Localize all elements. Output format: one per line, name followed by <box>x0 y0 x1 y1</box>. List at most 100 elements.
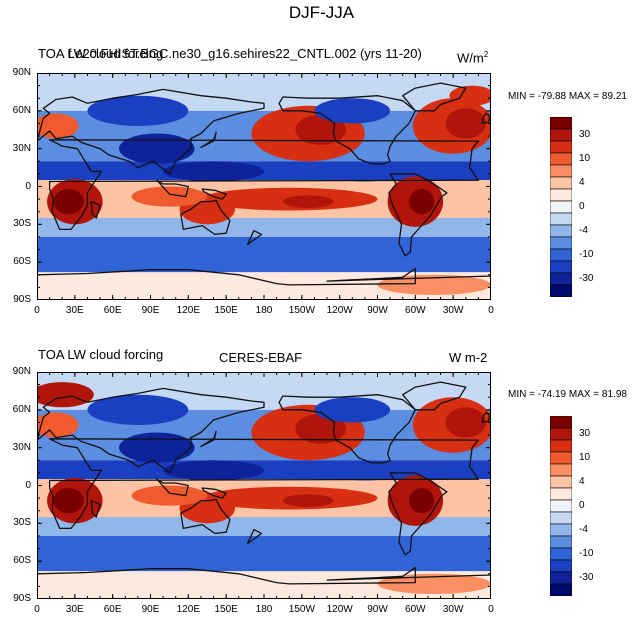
x-tick-label: 150E <box>214 305 238 316</box>
y-tick-label: 90S <box>13 294 31 305</box>
colorbar-label: 30 <box>579 129 591 140</box>
x-tick-label: 30W <box>442 305 464 316</box>
madagascar-outline <box>90 499 101 518</box>
colorbar-label: 0 <box>579 500 585 511</box>
colorbar-swatch <box>550 188 572 202</box>
y-tick-label: 30N <box>12 441 31 453</box>
colorbar-swatch <box>550 439 572 453</box>
y-tick-label: 30S <box>13 517 31 529</box>
colorbar-swatch <box>550 583 572 596</box>
colorbar-label: -30 <box>579 273 594 284</box>
colorbar-swatch <box>550 547 572 561</box>
panel1-colorbar <box>550 117 572 297</box>
asian-monsoon-cool-blob <box>163 460 264 481</box>
y-tick-label: 60N <box>12 403 31 415</box>
x-tick-label: 90W <box>367 604 388 615</box>
x-tick-label: 60E <box>103 305 122 316</box>
australia-outline <box>180 199 231 236</box>
y-tick-label: 90N <box>12 366 31 377</box>
japan-outline <box>200 131 217 149</box>
panel2-left-title: TOA LW cloud forcing <box>38 347 164 362</box>
x-tick-label: 180 <box>255 305 273 316</box>
nordic-warm-blob <box>449 85 491 106</box>
x-tick-label: 0 <box>488 305 494 316</box>
southern-ocean-band <box>37 236 491 273</box>
x-tick-label: 30W <box>442 604 464 615</box>
x-tick-label: 30E <box>65 604 84 615</box>
panel2-colorbar <box>550 416 572 596</box>
x-tick-label: 90E <box>141 305 160 316</box>
new-zealand-outline <box>246 528 263 545</box>
colorbar-swatch <box>550 475 572 489</box>
southern-ocean-band <box>37 535 491 572</box>
sh-subtropic-band <box>37 218 491 237</box>
north-america-outline <box>278 394 416 464</box>
new-guinea-outline <box>201 487 227 499</box>
x-tick-label: 60E <box>103 604 122 615</box>
colorbar-swatch <box>550 511 572 525</box>
indonesia-outline <box>156 478 189 497</box>
colorbar-swatch <box>550 535 572 549</box>
japan-outline <box>200 430 217 448</box>
antarctic-warm-blob <box>377 274 491 295</box>
panel1-minmax: MIN = -79.88 MAX = 89.21 <box>508 91 627 102</box>
south-america-core-blob <box>409 488 435 514</box>
south-america-outline <box>388 173 448 257</box>
central-america-cool-blob <box>327 161 403 182</box>
spcz-core-blob <box>282 195 334 208</box>
colorbar-swatch <box>550 463 572 477</box>
figure-title: DJF-JJA <box>288 3 355 22</box>
eurasia-outline <box>37 387 265 474</box>
colorbar-swatch <box>550 212 572 226</box>
greenland-outline <box>402 381 467 411</box>
colorbar-swatch <box>550 176 572 190</box>
north-atlantic-core-blob <box>445 407 486 438</box>
indonesia-outline <box>156 179 189 198</box>
panel1-left-title: TOA LW cloud forcing <box>38 46 164 61</box>
new-zealand-outline <box>246 229 263 246</box>
colorbar-swatch <box>550 451 572 465</box>
spcz-core-blob <box>282 494 334 507</box>
antarctica-outline <box>37 267 491 300</box>
x-tick-label: 0 <box>34 305 40 316</box>
y-tick-label: 90N <box>12 67 31 78</box>
asian-monsoon-cool-blob <box>163 161 264 182</box>
colorbar-label: 30 <box>579 428 591 439</box>
eurasia-outline <box>37 88 265 175</box>
north-america-outline <box>278 95 416 165</box>
africa-outline <box>48 139 480 231</box>
x-tick-label: 120E <box>176 305 200 316</box>
y-tick-label: 60N <box>12 104 31 116</box>
colorbar-swatch <box>550 248 572 262</box>
panel1-map <box>37 73 491 300</box>
x-tick-label: 120W <box>326 604 353 615</box>
colorbar-label: -4 <box>579 225 588 236</box>
australia-outline <box>180 498 231 535</box>
siberia-cool-blob <box>87 95 189 126</box>
antarctic-warm-blob <box>377 573 491 594</box>
y-tick-label: 60S <box>13 256 31 268</box>
y-tick-label: 30N <box>12 142 31 154</box>
x-tick-label: 0 <box>488 604 494 615</box>
madagascar-outline <box>90 200 101 219</box>
sh-subtropic-band <box>37 517 491 536</box>
x-tick-label: 60W <box>405 604 426 615</box>
colorbar-swatch <box>550 427 572 441</box>
colorbar-swatch <box>550 128 572 142</box>
canada-cool-blob <box>314 98 391 124</box>
colorbar-swatch <box>550 559 572 573</box>
colorbar-swatch <box>550 571 572 585</box>
x-tick-label: 150W <box>288 604 315 615</box>
indian-ocean-warm-blob <box>131 186 208 207</box>
x-tick-label: 90E <box>141 604 160 615</box>
south-america-core-blob <box>409 189 435 215</box>
colorbar-swatch <box>550 117 572 130</box>
africa-outline <box>48 438 480 530</box>
colorbar-label: -4 <box>579 524 588 535</box>
colorbar-label: -10 <box>579 249 594 260</box>
canada-cool-blob <box>314 397 391 423</box>
new-guinea-outline <box>201 188 227 200</box>
colorbar-swatch <box>550 224 572 238</box>
antarctica-outline <box>37 566 491 599</box>
y-tick-label: 60S <box>13 555 31 567</box>
